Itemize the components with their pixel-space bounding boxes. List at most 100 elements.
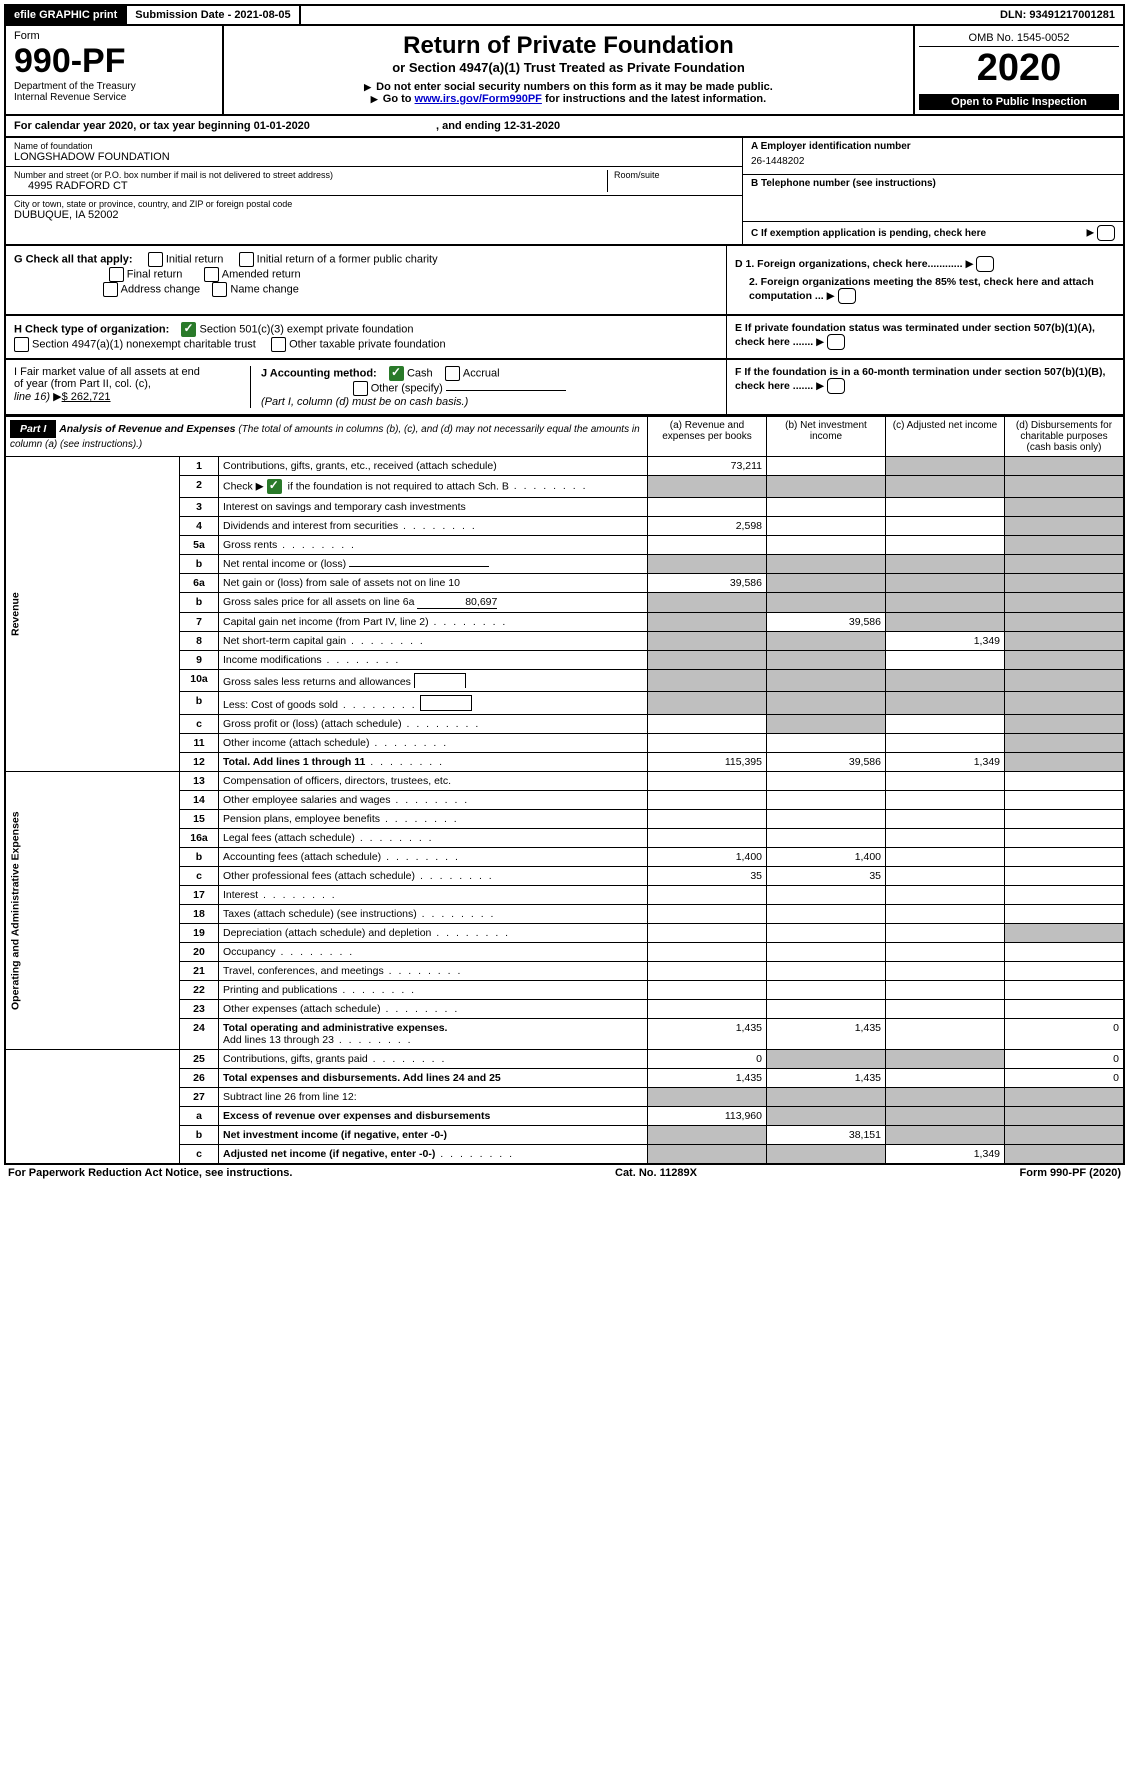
g-final: Final return <box>127 268 183 280</box>
irs-link[interactable]: www.irs.gov/Form990PF <box>415 93 542 105</box>
ij-row: I Fair market value of all assets at end… <box>4 360 1125 416</box>
form-subtitle: or Section 4947(a)(1) Trust Treated as P… <box>230 60 907 75</box>
form-number: 990-PF <box>14 42 214 81</box>
street-cell: Number and street (or P.O. box number if… <box>6 167 742 196</box>
table-row: 25Contributions, gifts, grants paid00 <box>5 1050 1124 1069</box>
ein-label: A Employer identification number <box>751 141 1115 152</box>
ein-value: 26-1448202 <box>751 152 1115 171</box>
city-label: City or town, state or province, country… <box>14 199 734 209</box>
i-label1: I Fair market value of all assets at end <box>14 366 244 378</box>
h-other: Other taxable private foundation <box>289 338 446 350</box>
j-other: Other (specify) <box>371 382 443 394</box>
h-501: Section 501(c)(3) exempt private foundat… <box>199 323 413 335</box>
header-center: Return of Private Foundation or Section … <box>224 26 913 114</box>
cal-end: , and ending 12-31-2020 <box>436 120 560 132</box>
form-header: Form 990-PF Department of the Treasury I… <box>4 26 1125 116</box>
g-label: G Check all that apply: <box>14 253 133 265</box>
dln: DLN: 93491217001281 <box>992 6 1123 24</box>
j-other-check[interactable] <box>353 381 368 396</box>
omb-number: OMB No. 1545-0052 <box>919 30 1119 47</box>
col-a: (a) Revenue and expenses per books <box>648 417 767 457</box>
d1-check[interactable] <box>976 256 994 272</box>
h-4947: Section 4947(a)(1) nonexempt charitable … <box>32 338 256 350</box>
i-label2: of year (from Part II, col. (c), <box>14 378 244 390</box>
g-row: G Check all that apply: Initial return I… <box>4 246 1125 316</box>
j-note: (Part I, column (d) must be on cash basi… <box>261 396 468 408</box>
col-b: (b) Net investment income <box>767 417 886 457</box>
d1-label: D 1. Foreign organizations, check here..… <box>735 258 963 270</box>
name-cell: Name of foundation LONGSHADOW FOUNDATION <box>6 138 742 167</box>
sch-b-check[interactable] <box>267 479 282 494</box>
footer-left: For Paperwork Reduction Act Notice, see … <box>8 1167 292 1179</box>
dept-line1: Department of the Treasury <box>14 81 214 92</box>
ein-cell: A Employer identification number 26-1448… <box>743 138 1123 175</box>
submission-date: Submission Date - 2021-08-05 <box>127 6 300 24</box>
tel-label: B Telephone number (see instructions) <box>751 178 1115 189</box>
h-4947-check[interactable] <box>14 337 29 352</box>
g-address-check[interactable] <box>103 282 118 297</box>
g-initial-former-check[interactable] <box>239 252 254 267</box>
d2-label: 2. Foreign organizations meeting the 85%… <box>749 276 1094 302</box>
col-d: (d) Disbursements for charitable purpose… <box>1005 417 1125 457</box>
part1-table: Part I Analysis of Revenue and Expenses … <box>4 416 1125 1165</box>
form-title: Return of Private Foundation <box>230 32 907 60</box>
note-2-pre: Go to <box>383 93 415 105</box>
revenue-label: Revenue <box>5 457 180 772</box>
g-name-check[interactable] <box>212 282 227 297</box>
i-value: $ 262,721 <box>62 391 111 403</box>
e-check[interactable] <box>827 334 845 350</box>
h-label: H Check type of organization: <box>14 323 169 335</box>
table-row: Operating and Administrative Expenses 13… <box>5 772 1124 791</box>
j-cash: Cash <box>407 367 433 379</box>
table-row: Revenue 1 Contributions, gifts, grants, … <box>5 457 1124 476</box>
calendar-row: For calendar year 2020, or tax year begi… <box>4 116 1125 138</box>
j-accrual: Accrual <box>463 367 500 379</box>
g-final-check[interactable] <box>109 267 124 282</box>
g-initial-check[interactable] <box>148 252 163 267</box>
f-label: F If the foundation is in a 60-month ter… <box>735 366 1105 392</box>
j-label: J Accounting method: <box>261 367 377 379</box>
h-501-check[interactable] <box>181 322 196 337</box>
g-amended: Amended return <box>222 268 301 280</box>
g-initial: Initial return <box>166 253 223 265</box>
efile-label: efile GRAPHIC print <box>6 6 127 24</box>
g-initial-former: Initial return of a former public charit… <box>257 253 438 265</box>
g-amended-check[interactable] <box>204 267 219 282</box>
note-2-post: for instructions and the latest informat… <box>545 93 766 105</box>
foundation-name: LONGSHADOW FOUNDATION <box>14 151 734 163</box>
form-word: Form <box>14 30 214 42</box>
j-accrual-check[interactable] <box>445 366 460 381</box>
c-label: C If exemption application is pending, c… <box>751 228 986 239</box>
header-right: OMB No. 1545-0052 2020 Open to Public In… <box>913 26 1123 114</box>
c-cell: C If exemption application is pending, c… <box>743 222 1123 244</box>
c-checkbox[interactable] <box>1097 225 1115 241</box>
room-label: Room/suite <box>614 170 734 180</box>
j-cash-check[interactable] <box>389 366 404 381</box>
name-label: Name of foundation <box>14 141 734 151</box>
street-value: 4995 RADFORD CT <box>14 180 607 192</box>
h-row: H Check type of organization: Section 50… <box>4 316 1125 360</box>
g-name: Name change <box>230 283 299 295</box>
info-grid: Name of foundation LONGSHADOW FOUNDATION… <box>4 138 1125 246</box>
footer: For Paperwork Reduction Act Notice, see … <box>4 1165 1125 1181</box>
arrow-icon <box>364 81 373 93</box>
city-cell: City or town, state or province, country… <box>6 196 742 224</box>
d2-check[interactable] <box>838 288 856 304</box>
h-other-check[interactable] <box>271 337 286 352</box>
i-label3: line 16) <box>14 391 50 403</box>
tel-cell: B Telephone number (see instructions) <box>743 175 1123 222</box>
footer-mid: Cat. No. 11289X <box>615 1167 697 1179</box>
arrow-icon <box>371 93 380 105</box>
expenses-label: Operating and Administrative Expenses <box>5 772 180 1050</box>
tax-year: 2020 <box>919 47 1119 90</box>
footer-right: Form 990-PF (2020) <box>1020 1167 1121 1179</box>
part1-tag: Part I <box>10 420 56 438</box>
topbar: efile GRAPHIC print Submission Date - 20… <box>4 4 1125 26</box>
e-label: E If private foundation status was termi… <box>735 322 1095 348</box>
col-c: (c) Adjusted net income <box>886 417 1005 457</box>
street-label: Number and street (or P.O. box number if… <box>14 170 607 180</box>
part1-title: Analysis of Revenue and Expenses <box>59 423 235 435</box>
f-check[interactable] <box>827 378 845 394</box>
open-inspection: Open to Public Inspection <box>919 94 1119 110</box>
header-left: Form 990-PF Department of the Treasury I… <box>6 26 224 114</box>
